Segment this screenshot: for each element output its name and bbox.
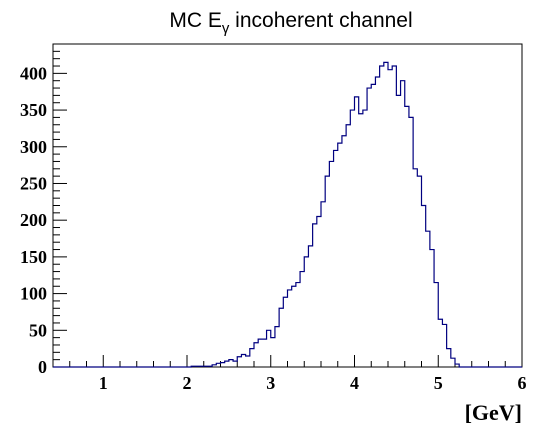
y-tick-label: 0 xyxy=(38,357,47,377)
x-tick-label: 4 xyxy=(350,373,359,393)
x-tick-label: 2 xyxy=(183,373,192,393)
y-tick-label: 400 xyxy=(20,63,47,83)
y-tick-label: 50 xyxy=(29,320,47,340)
x-axis-label: [GeV] xyxy=(465,400,522,425)
chart-title: MC Eγ incoherent channel xyxy=(169,9,412,37)
plot-area: 1 2 3 4 5 6 0 50 100 150 200 250 300 350 400 xyxy=(20,43,527,393)
y-tick-label: 300 xyxy=(20,137,47,157)
chart-title-subscript: γ xyxy=(222,20,230,37)
x-tick-label: 6 xyxy=(518,373,527,393)
x-tick-label: 1 xyxy=(99,373,108,393)
x-tick-label: 3 xyxy=(266,373,275,393)
y-tick-label: 350 xyxy=(20,100,47,120)
chart-title-main: MC E xyxy=(169,9,222,32)
chart-title-rest: incoherent channel xyxy=(229,9,412,32)
histogram-series xyxy=(53,61,522,368)
y-tick-label: 100 xyxy=(20,284,47,304)
y-tick-label: 150 xyxy=(20,247,47,267)
x-tick-label: 5 xyxy=(434,373,443,393)
plot-frame xyxy=(52,43,523,368)
y-tick-label: 200 xyxy=(20,210,47,230)
y-tick-label: 250 xyxy=(20,173,47,193)
